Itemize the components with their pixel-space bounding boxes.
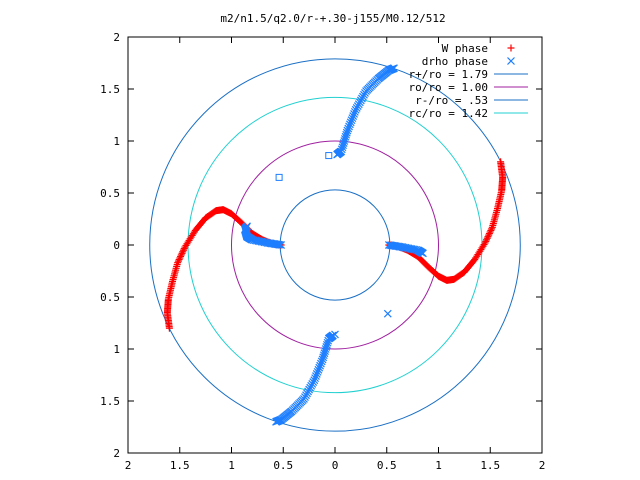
circle-1.79 [149,58,521,432]
y-tick-label: 1.5 [100,83,120,96]
x-tick-label: 1.5 [170,459,190,472]
w-phase-point [497,158,505,166]
x-tick-label: 2 [539,459,546,472]
drho-phase-point [383,309,392,318]
w-phase-point [180,245,188,253]
drho-phase-point [347,116,356,125]
y-tick-label: 0.5 [100,291,120,304]
drho-phase-point [317,357,326,366]
legend-swatch [507,44,515,52]
drho-phase-point [342,128,351,137]
drho-phase-point [350,107,359,116]
x-tick-label: 1 [435,459,442,472]
drho-phase-point [259,238,267,246]
drho-phase-point [262,238,271,247]
drho-phase-point [406,244,414,253]
drho-phase-point [390,64,398,73]
w-phase-point [179,246,187,254]
drho-phase-point [316,361,325,370]
drho-phase-point [398,243,407,252]
w-phase-point [177,252,185,260]
drho-phase-point [272,417,280,426]
chart-title: m2/n1.5/q2.0/r-+.30-j155/M0.12/512 [220,12,445,25]
w-phase-point [482,237,490,245]
drho-phase-point [343,126,352,135]
legend-label: r-/ro = .53 [415,94,488,107]
drho-phase-point [403,244,411,252]
w-phase-point [485,230,493,238]
x-tick-label: 1.5 [480,459,500,472]
drho-phase-point [404,244,413,253]
x-tick-label: 1 [228,459,235,472]
w-phase-point [175,256,183,264]
drho-phase-point [312,370,321,378]
w-phase-point [181,243,189,251]
legend-swatch [507,57,515,65]
drho-phase-point [314,365,323,374]
legend-label: rc/ro = 1.42 [409,107,488,120]
x-tick-label: 0 [332,459,339,472]
drho-phase-point [318,355,327,364]
y-tick-label: 0.5 [100,187,120,200]
legend-label: ro/ro = 1.00 [409,81,488,94]
drho-phase-point [257,237,266,246]
y-tick-label: 1.5 [100,395,120,408]
drho-phase-point [349,112,358,120]
drho-phase-point [345,120,354,129]
drho-phase-point [243,222,251,231]
x-tick-label: 0.5 [377,459,397,472]
drho-phase-point [419,249,427,258]
drho-phase-point [275,173,283,181]
drho-phase-point [315,363,324,372]
w-phase-point [483,236,491,244]
circle-1.42 [187,96,483,394]
y-tick-label: 2 [113,31,120,44]
drho-phase-point [311,374,320,383]
drho-phase-point [348,114,357,123]
drho-phase-point [401,243,410,252]
w-phase-point [178,249,186,257]
legend-label: r+/ro = 1.79 [409,68,488,81]
drho-phase-point [312,372,320,380]
drho-phase-point [345,122,354,131]
drho-phase-point [399,243,408,252]
drho-phase-point [256,237,264,246]
w-phase-point [486,228,494,236]
w-phase-point [174,257,182,265]
drho-phase-point [325,152,333,160]
drho-phase-point [260,238,269,247]
x-tick-label: 2 [125,459,132,472]
x-tick-label: 0.5 [273,459,293,472]
legend-label: drho phase [422,55,488,68]
drho-phase-point [319,353,328,362]
w-phase-point [481,239,489,247]
drho-phase-point [407,245,416,253]
w-phase-point [487,226,495,234]
w-phase-point [484,233,492,241]
y-tick-label: 1 [113,343,120,356]
legend-label: W phase [442,42,488,55]
circle-0.53 [279,189,391,301]
w-phase-point [177,251,185,259]
drho-phase-point [346,118,355,127]
drho-phase-point [316,359,325,368]
drho-phase-point [344,124,353,133]
drho-phase-point [254,237,263,245]
w-phase-point [485,231,493,239]
w-phase-point [179,248,187,256]
y-tick-label: 1 [113,135,120,148]
y-tick-label: 2 [113,447,120,460]
w-phase-point [483,234,491,242]
w-phase-point [176,254,184,262]
circle-1 [231,140,439,350]
w-phase-point [488,225,496,233]
drho-phase-point [350,110,358,118]
drho-phase-point [313,367,322,376]
drho-phase-point [263,238,272,247]
drho-phase-point [331,330,339,339]
y-tick-label: 0 [113,239,120,252]
w-phase-point [165,324,173,332]
